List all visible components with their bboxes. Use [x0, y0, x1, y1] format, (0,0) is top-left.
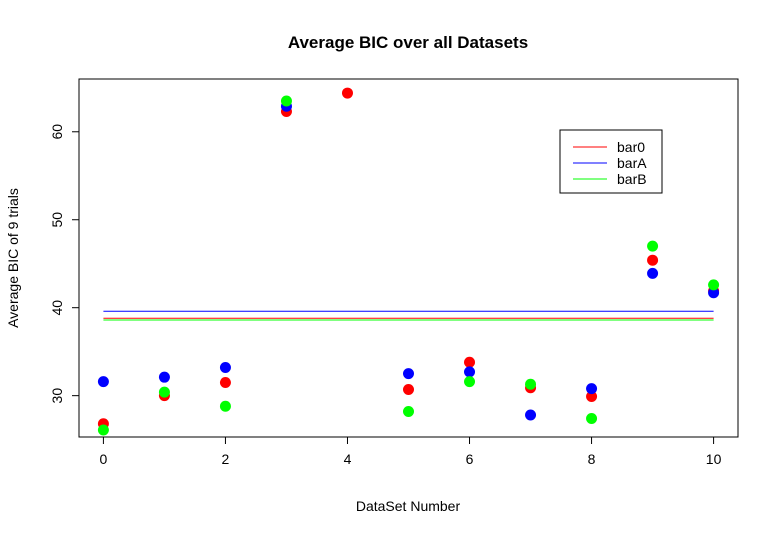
legend-box [559, 129, 663, 194]
point-bar0 [586, 391, 598, 403]
point-barB [525, 378, 537, 390]
point-bar0 [403, 384, 414, 396]
x-tick-label: 0 [100, 451, 108, 467]
point-barA [219, 362, 231, 374]
legend-label-barA: barA [617, 155, 647, 171]
point-barB [708, 279, 720, 291]
x-tick-label: 4 [344, 451, 352, 467]
point-barA [158, 371, 170, 383]
x-tick-label: 8 [588, 451, 596, 467]
point-barB [464, 376, 476, 388]
point-bar0 [219, 376, 231, 388]
point-barA [586, 383, 598, 395]
y-tick-label: 50 [49, 212, 65, 228]
x-tick-label: 6 [466, 451, 474, 467]
point-barB [586, 413, 598, 425]
point-bar0 [647, 254, 659, 266]
x-axis-label: DataSet Number [356, 498, 461, 514]
legend-label-bar0: bar0 [617, 139, 645, 155]
point-barB [647, 240, 659, 252]
y-tick-label: 60 [49, 124, 65, 140]
point-barA [403, 368, 414, 380]
point-barB [97, 424, 109, 436]
y-axis-label: Average BIC of 9 trials [5, 188, 21, 328]
y-axis: 30 40 50 60 [49, 124, 80, 404]
chart-title: Average BIC over all Datasets [288, 33, 528, 52]
mean-lines [103, 310, 714, 321]
point-barA [525, 409, 537, 421]
point-barB [403, 405, 414, 417]
point-bar0 [464, 356, 476, 368]
y-tick-label: 30 [49, 388, 65, 404]
x-tick-label: 10 [706, 451, 722, 467]
point-barA [97, 376, 109, 388]
y-tick-label: 40 [49, 300, 65, 316]
legend-label-barB: barB [617, 171, 647, 187]
x-axis: 0 2 4 6 8 10 [100, 436, 722, 467]
point-barB [280, 95, 292, 107]
data-points [97, 87, 720, 436]
point-barB [158, 386, 170, 398]
point-barA [464, 366, 476, 378]
point-barA [647, 267, 659, 279]
x-tick-label: 2 [222, 451, 230, 467]
point-barB [219, 400, 231, 412]
point-barA [708, 287, 720, 299]
point-bar0 [341, 87, 353, 99]
